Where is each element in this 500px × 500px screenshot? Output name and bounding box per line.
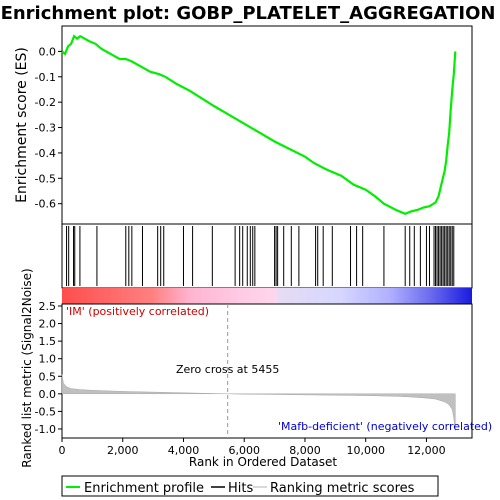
rank-x-tick-label: 12,000: [407, 444, 446, 457]
rank-x-tick-label: 8,000: [289, 444, 321, 457]
es-y-axis-label: Enrichment score (ES): [14, 47, 30, 203]
legend-box: [61, 475, 439, 497]
rank-heatmap-bar: [62, 288, 472, 304]
rank-y-axis-label: Ranked list metric (Signal2Noise): [20, 268, 34, 467]
rank-y-tick-label: 2.5: [39, 300, 57, 313]
es-panel-frame: [61, 25, 473, 225]
es-y-tick-label: -0.5: [35, 172, 56, 185]
rank-x-axis-label: Rank in Ordered Dataset: [189, 455, 337, 469]
rank-y-tick-label: 0.5: [39, 370, 57, 383]
rank-x-tick-label: 4,000: [168, 444, 200, 457]
ranking-metric-area: [61, 374, 456, 431]
zero-cross-label: Zero cross at 5455: [176, 363, 279, 376]
rank-y-tick-label: 0.0: [39, 388, 57, 401]
es-y-tick-label: -0.2: [35, 96, 56, 109]
rank-y-tick-label: -0.5: [35, 405, 56, 418]
rank-x-tick-label: 2,000: [107, 444, 139, 457]
rank-y-tick-label: -1.0: [35, 423, 56, 436]
es-y-tick-label: -0.6: [35, 198, 56, 211]
rank-x-tick-label: 0: [59, 444, 66, 457]
es-y-axis: 0.0 -0.1 -0.2 -0.3 -0.4 -0.5 -0.6: [35, 45, 62, 211]
chart-title: Enrichment plot: GOBP_PLATELET_AGGREGATI…: [1, 3, 496, 24]
es-y-tick-label: 0.0: [39, 45, 57, 58]
es-y-tick-label: -0.3: [35, 122, 56, 135]
legend-label-enrichment: Enrichment profile: [84, 481, 204, 496]
rank-y-tick-label: 1.5: [39, 335, 57, 348]
rank-x-tick-label: 10,000: [346, 444, 385, 457]
rank-y-axis: 2.5 2.0 1.5 1.0 0.5 0.0 -0.5 -1.0: [35, 300, 62, 436]
negative-label: 'Mafb-deficient' (negatively correlated): [278, 420, 492, 433]
positive-label: 'IM' (positively correlated): [66, 305, 209, 318]
es-y-tick-label: -0.1: [35, 71, 56, 84]
rank-y-tick-label: 2.0: [39, 318, 57, 331]
hits-panel-frame: [61, 223, 473, 289]
legend-label-hits: Hits: [228, 481, 253, 496]
rank-x-axis: 0 2,000 4,000 6,000 8,000 10,000 12,000: [59, 438, 446, 457]
hits-panel: [66, 226, 455, 286]
enrichment-profile-line: [61, 34, 457, 215]
rank-x-tick-label: 6,000: [228, 444, 260, 457]
rank-panel-frame: [61, 303, 473, 439]
es-y-tick-label: -0.4: [35, 147, 56, 160]
legend-label-ranking: Ranking metric scores: [270, 481, 415, 496]
rank-y-tick-label: 1.0: [39, 353, 57, 366]
